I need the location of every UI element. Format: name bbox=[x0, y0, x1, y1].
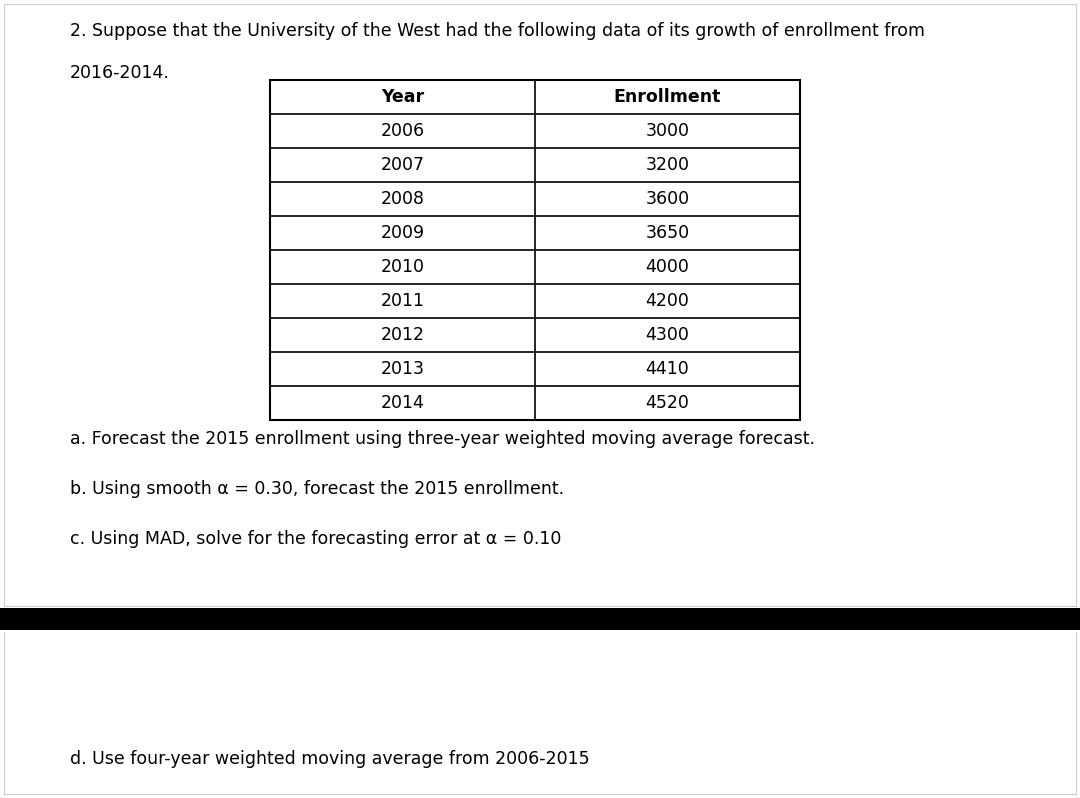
Text: 2014: 2014 bbox=[380, 394, 424, 412]
Bar bbox=[270, 80, 800, 420]
Text: 2009: 2009 bbox=[380, 224, 424, 242]
Text: 2008: 2008 bbox=[380, 190, 424, 208]
Text: 2. Suppose that the University of the West had the following data of its growth : 2. Suppose that the University of the We… bbox=[70, 22, 924, 40]
Text: Enrollment: Enrollment bbox=[613, 88, 721, 106]
Text: 3600: 3600 bbox=[646, 190, 689, 208]
Text: 2013: 2013 bbox=[380, 360, 424, 378]
Text: 2012: 2012 bbox=[380, 326, 424, 344]
Text: 2016-2014.: 2016-2014. bbox=[70, 64, 170, 82]
Text: 2007: 2007 bbox=[380, 156, 424, 174]
Text: c. Using MAD, solve for the forecasting error at α = 0.10: c. Using MAD, solve for the forecasting … bbox=[70, 530, 562, 548]
Text: 3650: 3650 bbox=[646, 224, 689, 242]
Text: 4200: 4200 bbox=[646, 292, 689, 310]
Text: 4410: 4410 bbox=[646, 360, 689, 378]
Text: a. Forecast the 2015 enrollment using three-year weighted moving average forecas: a. Forecast the 2015 enrollment using th… bbox=[70, 430, 815, 448]
Text: d. Use four-year weighted moving average from 2006-2015: d. Use four-year weighted moving average… bbox=[70, 750, 590, 768]
Bar bbox=[0, 608, 1080, 630]
Text: 3000: 3000 bbox=[646, 122, 689, 140]
Text: 2011: 2011 bbox=[380, 292, 424, 310]
Text: 4300: 4300 bbox=[646, 326, 689, 344]
Text: Year: Year bbox=[381, 88, 424, 106]
Text: 4000: 4000 bbox=[646, 258, 689, 276]
Text: 3200: 3200 bbox=[646, 156, 689, 174]
Text: 4520: 4520 bbox=[646, 394, 689, 412]
Text: 2010: 2010 bbox=[380, 258, 424, 276]
Text: 2006: 2006 bbox=[380, 122, 424, 140]
Text: b. Using smooth α = 0.30, forecast the 2015 enrollment.: b. Using smooth α = 0.30, forecast the 2… bbox=[70, 480, 564, 498]
